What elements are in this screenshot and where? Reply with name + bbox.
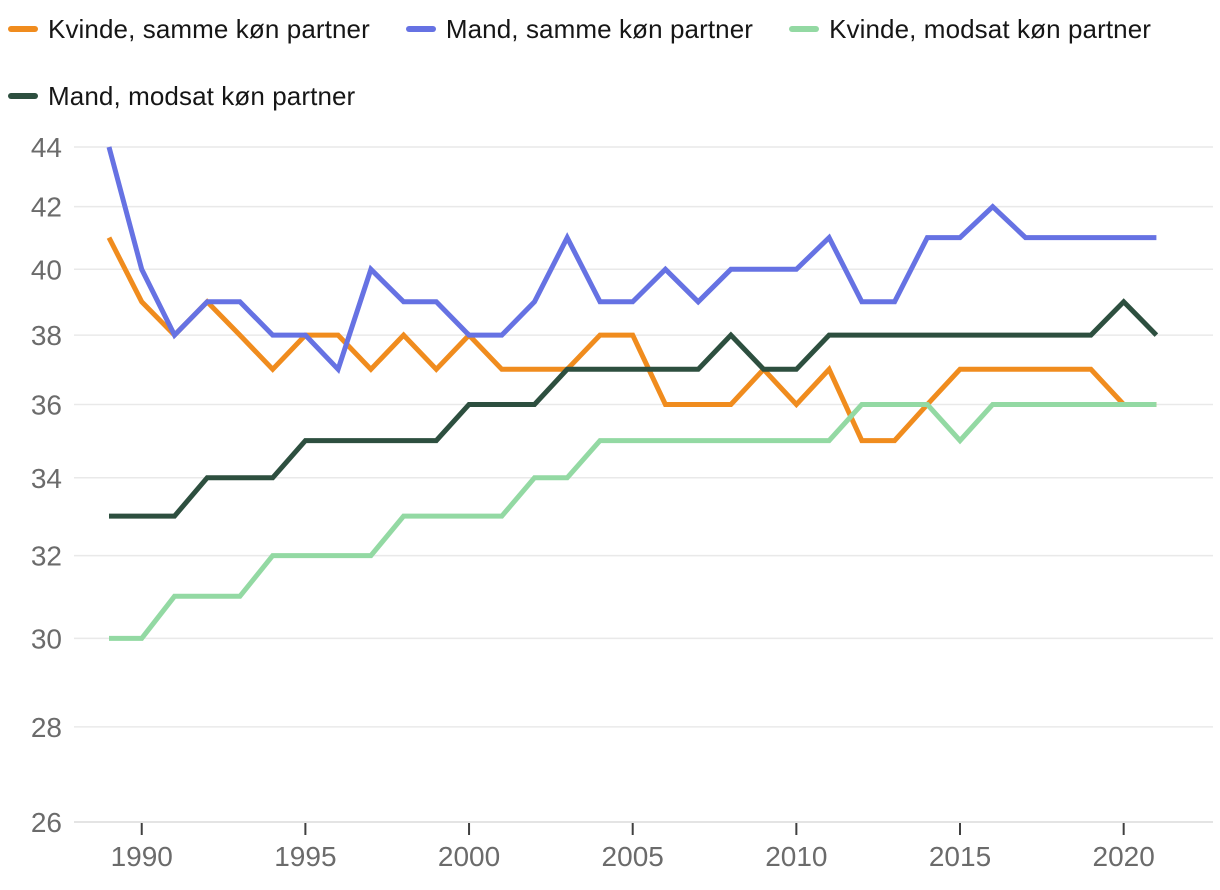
line-kvinde-modsat-k-n-partner xyxy=(109,402,1157,641)
line-mand-modsat-k-n-partner xyxy=(109,298,1159,519)
y-tick-label: 44 xyxy=(31,132,62,163)
grid-lines xyxy=(74,146,1213,823)
y-tick-label: 40 xyxy=(31,254,62,285)
y-tick-label: 26 xyxy=(31,807,62,838)
legend-label: Mand, samme køn partner xyxy=(445,14,754,44)
chart-legend: Kvinde, samme køn partner Mand, samme køn… xyxy=(8,14,1212,148)
y-axis-labels: 26 28 30 32 34 36 38 40 42 44 xyxy=(31,132,62,838)
series-lines xyxy=(106,146,1159,641)
line-mand-samme-k-n-partner xyxy=(106,146,1157,375)
legend-row: Kvinde, samme køn partner Mand, samme køn… xyxy=(8,14,1212,44)
line-kvinde-samme-k-n-partner xyxy=(106,236,1157,444)
x-axis-labels: 1990 1995 2000 2005 2010 2015 2020 xyxy=(111,841,1155,872)
x-tick-label: 1995 xyxy=(274,841,336,872)
legend-swatch-icon xyxy=(789,26,820,32)
legend-swatch-icon xyxy=(8,26,38,32)
legend-item-kvinde-modsat-k-n-partner: Kvinde, modsat køn partner xyxy=(789,14,1151,44)
legend-item-mand-modsat-k-n-partner: Mand, modsat køn partner xyxy=(8,81,355,111)
legend-label: Kvinde, modsat køn partner xyxy=(829,14,1152,44)
legend-label: Kvinde, samme køn partner xyxy=(48,14,370,44)
x-tick-label: 2020 xyxy=(1093,841,1155,872)
x-tick-label: 2000 xyxy=(438,841,500,872)
legend-row: Mand, modsat køn partner xyxy=(8,81,1212,111)
y-tick-label: 42 xyxy=(31,192,62,223)
y-tick-label: 30 xyxy=(31,623,62,654)
legend-item-kvinde-samme-k-n-partner: Kvinde, samme køn partner xyxy=(8,14,370,44)
x-tick-label: 2005 xyxy=(602,841,664,872)
y-tick-label: 34 xyxy=(31,463,62,494)
legend-item-mand-samme-k-n-partner: Mand, samme køn partner xyxy=(405,14,754,44)
x-tick-label: 2010 xyxy=(765,841,827,872)
x-tick-label: 2015 xyxy=(929,841,991,872)
x-axis-ticks xyxy=(140,823,1125,835)
legend-swatch-icon xyxy=(405,26,436,32)
legend-swatch-icon xyxy=(8,93,38,99)
legend-label: Mand, modsat køn partner xyxy=(48,81,356,111)
y-tick-label: 38 xyxy=(31,320,62,351)
y-tick-label: 36 xyxy=(31,389,62,420)
y-tick-label: 32 xyxy=(31,541,62,572)
y-tick-label: 28 xyxy=(31,712,62,743)
x-tick-label: 1990 xyxy=(111,841,173,872)
